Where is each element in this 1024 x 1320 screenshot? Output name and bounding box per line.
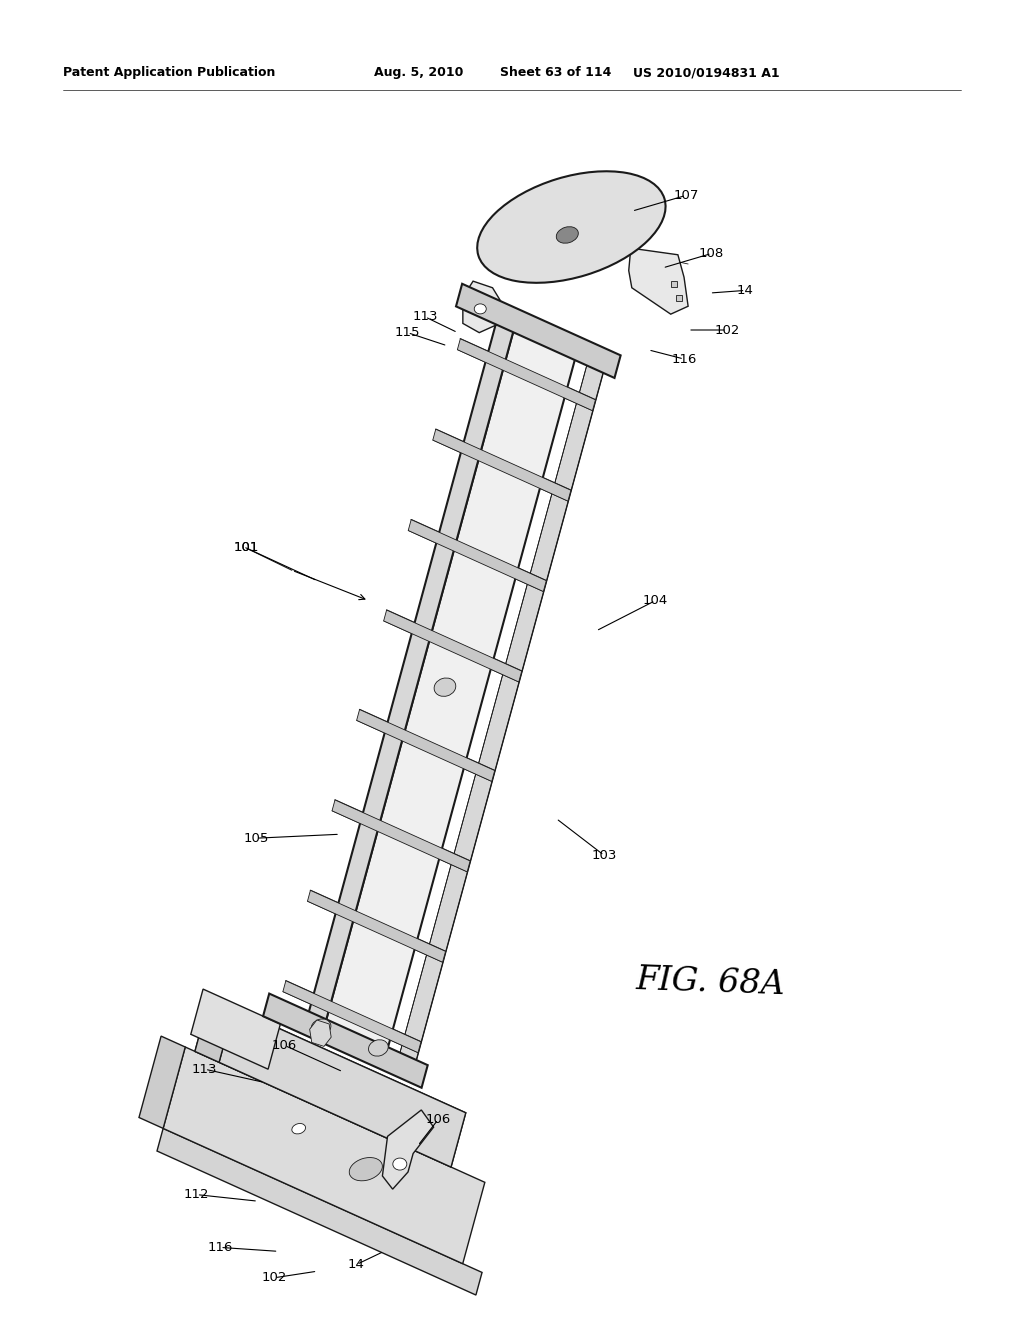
Ellipse shape: [369, 1040, 388, 1056]
Polygon shape: [283, 981, 421, 1052]
Text: 113: 113: [193, 1063, 217, 1076]
Bar: [676, 296, 682, 301]
Ellipse shape: [393, 1158, 407, 1170]
Text: 116: 116: [208, 1241, 232, 1254]
Text: 102: 102: [715, 323, 739, 337]
Polygon shape: [332, 800, 470, 871]
Text: 107: 107: [674, 189, 698, 202]
Polygon shape: [307, 891, 445, 962]
Text: 113: 113: [413, 310, 437, 323]
Text: Aug. 5, 2010: Aug. 5, 2010: [374, 66, 463, 79]
Ellipse shape: [556, 227, 579, 243]
Text: 106: 106: [272, 1039, 297, 1052]
Polygon shape: [382, 1110, 433, 1189]
Polygon shape: [263, 994, 428, 1088]
Polygon shape: [157, 1129, 482, 1295]
Ellipse shape: [434, 678, 456, 697]
Polygon shape: [356, 710, 495, 781]
Text: FIG. 68A: FIG. 68A: [635, 964, 785, 1001]
Text: Sheet 63 of 114: Sheet 63 of 114: [500, 66, 611, 79]
Polygon shape: [304, 306, 518, 1038]
Polygon shape: [163, 1047, 484, 1263]
Ellipse shape: [292, 1123, 305, 1134]
Text: Patent Application Publication: Patent Application Publication: [63, 66, 275, 79]
Text: 106: 106: [426, 1113, 451, 1126]
Ellipse shape: [474, 304, 486, 314]
Polygon shape: [139, 1036, 185, 1129]
Polygon shape: [219, 1008, 466, 1167]
Polygon shape: [396, 352, 607, 1073]
Ellipse shape: [311, 1019, 331, 1035]
Polygon shape: [190, 989, 281, 1069]
Polygon shape: [195, 997, 466, 1167]
Polygon shape: [409, 520, 546, 591]
Text: 105: 105: [244, 832, 268, 845]
Text: 101: 101: [233, 541, 258, 554]
Text: US 2010/0194831 A1: US 2010/0194831 A1: [633, 66, 779, 79]
Text: 115: 115: [395, 326, 420, 339]
Text: 14: 14: [737, 284, 754, 297]
Text: 108: 108: [699, 247, 724, 260]
Text: 103: 103: [592, 849, 616, 862]
Text: 116: 116: [672, 352, 696, 366]
Text: 112: 112: [184, 1188, 209, 1201]
Polygon shape: [456, 284, 621, 378]
Text: 104: 104: [643, 594, 668, 607]
Polygon shape: [322, 314, 580, 1065]
Polygon shape: [309, 1020, 331, 1047]
Polygon shape: [433, 429, 570, 502]
Polygon shape: [195, 997, 233, 1063]
Polygon shape: [629, 248, 688, 314]
Ellipse shape: [477, 172, 666, 282]
Polygon shape: [458, 339, 595, 411]
Text: 101: 101: [233, 541, 258, 554]
Ellipse shape: [349, 1158, 382, 1181]
Bar: [671, 281, 677, 286]
Text: 14: 14: [348, 1258, 365, 1271]
Polygon shape: [384, 610, 521, 682]
Text: 102: 102: [262, 1271, 287, 1284]
Polygon shape: [463, 281, 504, 333]
